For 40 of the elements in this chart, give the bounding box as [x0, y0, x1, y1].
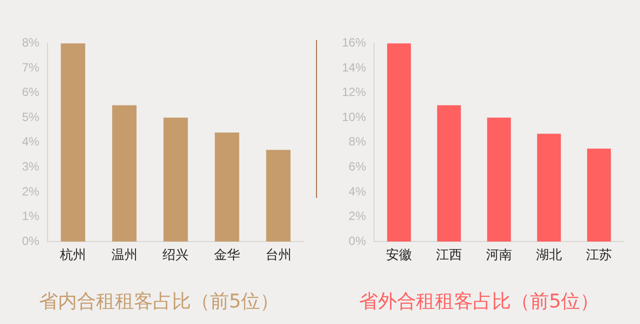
y-tick-label: 14% [342, 60, 366, 74]
x-tick-label: 台州 [265, 248, 292, 263]
bar [60, 43, 86, 242]
bar [214, 132, 240, 242]
x-tick-label: 温州 [111, 248, 138, 263]
bar [266, 150, 291, 242]
x-tick-label: 安徽 [386, 246, 412, 263]
y-tick-label: 6% [22, 85, 40, 100]
y-tick-label: 10% [342, 110, 366, 124]
y-tick-label: 0% [22, 234, 40, 248]
y-tick-label: 6% [348, 160, 366, 174]
bar [487, 118, 511, 242]
y-tick-label: 8% [348, 134, 366, 149]
x-tick-label: 江西 [436, 248, 462, 263]
x-tick-label: 绍兴 [162, 248, 189, 263]
bar [537, 134, 561, 242]
bar [587, 148, 611, 242]
y-tick-label: 3% [22, 160, 40, 174]
text: 省内合租租客占比（前5位） [38, 290, 280, 313]
y-tick-label: 2% [22, 184, 40, 198]
bar [387, 43, 411, 242]
bar [437, 105, 461, 242]
y-tick-label: 16% [342, 36, 366, 50]
text: 省外合租租客占比（前5位） [358, 290, 600, 313]
x-tick-label: 金华 [214, 248, 240, 263]
y-tick-label: 2% [348, 209, 366, 224]
y-tick-label: 5% [22, 110, 40, 124]
x-tick-label: 江苏 [586, 248, 612, 263]
bar [112, 105, 137, 242]
y-tick-label: 8% [22, 36, 40, 50]
y-tick-label: 7% [22, 60, 40, 74]
x-tick-label: 湖北 [536, 248, 562, 263]
y-tick-label: 4% [22, 134, 40, 149]
x-tick-label: 杭州 [59, 248, 86, 263]
y-tick-label: 0% [348, 234, 366, 248]
y-tick-label: 1% [22, 209, 40, 224]
y-tick-label: 4% [348, 184, 366, 198]
y-tick-label: 12% [342, 85, 366, 100]
bar [163, 118, 188, 242]
x-tick-label: 河南 [486, 248, 512, 263]
